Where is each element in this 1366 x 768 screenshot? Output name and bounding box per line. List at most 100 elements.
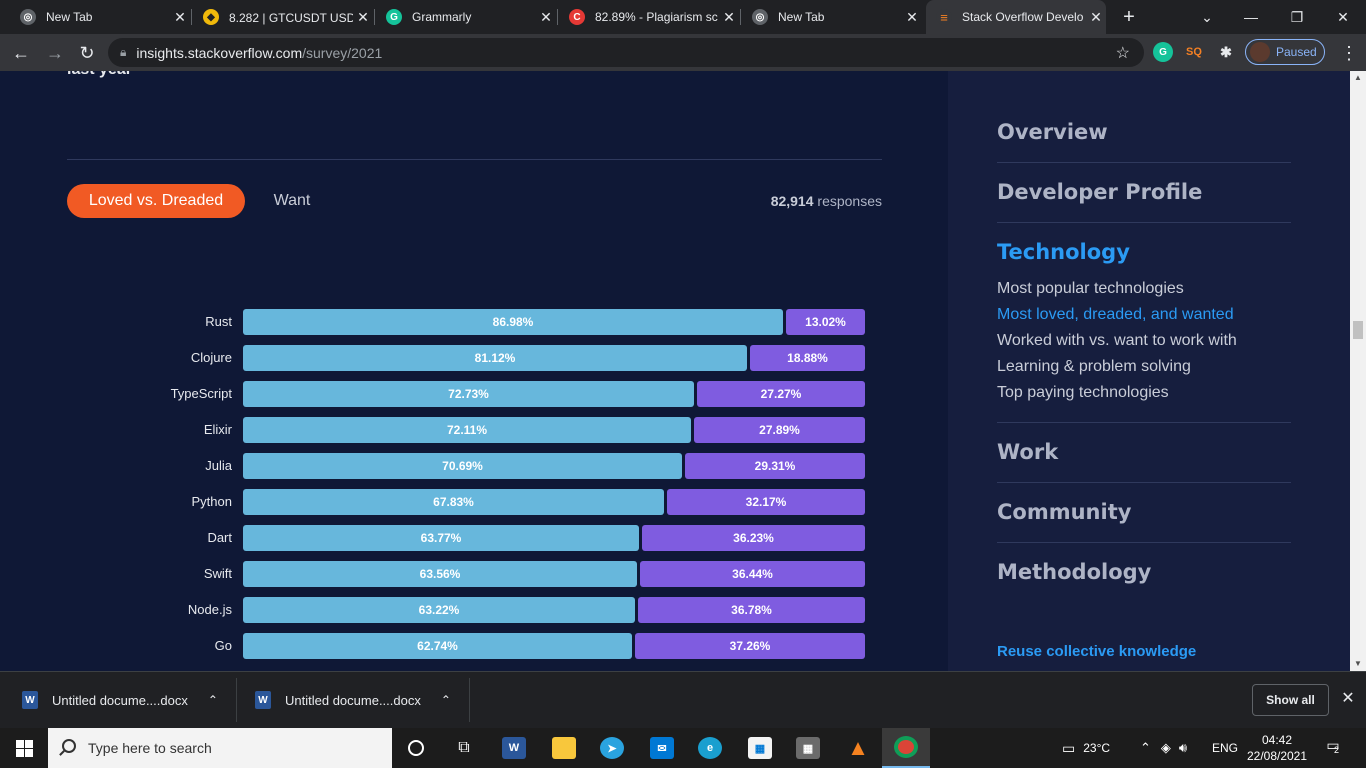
chevron-up-icon[interactable]: ⌃ (207, 693, 218, 707)
forward-arrow-icon[interactable]: → (46, 42, 64, 63)
file-explorer-icon[interactable] (540, 728, 588, 768)
close-icon[interactable]: ✕ (540, 8, 552, 25)
nav-methodology[interactable]: Methodology (997, 560, 1152, 584)
nav-technology[interactable]: Technology (997, 240, 1130, 264)
notification-icon[interactable]: ▭ 2 (1326, 737, 1340, 755)
tab-want[interactable]: Want (273, 192, 311, 209)
chart-bar-loved[interactable]: 62.74% (243, 633, 632, 659)
maximize-button[interactable]: ❐ (1290, 8, 1304, 25)
binance-icon: ◆ (203, 9, 219, 25)
nav-community[interactable]: Community (997, 500, 1132, 524)
chart-bar-dreaded[interactable]: 27.89% (694, 417, 865, 443)
close-icon[interactable]: ✕ (1090, 8, 1102, 25)
browser-tab-active[interactable]: ≡ Stack Overflow Develo ✕ (926, 0, 1106, 34)
chrome-app-icon[interactable] (882, 728, 930, 768)
nav-sub-learning[interactable]: Learning & problem solving (997, 358, 1191, 375)
chart-bar-loved[interactable]: 70.69% (243, 453, 682, 479)
cutoff-text: last year (67, 71, 132, 79)
scroll-up-icon[interactable]: ▲ (1354, 73, 1362, 82)
edge-icon[interactable]: e (686, 728, 734, 768)
download-item[interactable]: W Untitled docume....docx ⌃ (255, 672, 451, 728)
chart-bar-dreaded[interactable]: 27.27% (697, 381, 865, 407)
nav-work[interactable]: Work (997, 440, 1059, 464)
tab-loved-vs-dreaded[interactable]: Loved vs. Dreaded (67, 184, 245, 218)
taskbar-clock[interactable]: 04:42 22/08/2021 (1240, 732, 1314, 764)
chart-bar-dreaded[interactable]: 36.23% (642, 525, 865, 551)
profile-button[interactable]: Paused (1245, 39, 1325, 65)
chart-bar-dreaded[interactable]: 32.17% (667, 489, 865, 515)
dropbox-icon[interactable]: ◈ (1160, 740, 1171, 755)
browser-tab[interactable]: G Grammarly ✕ (376, 0, 556, 34)
volume-icon[interactable]: 🔊︎ (1178, 740, 1188, 755)
task-view-icon[interactable]: ⧉ (458, 739, 470, 756)
chevron-up-icon[interactable]: ⌃ (1140, 740, 1151, 755)
close-icon[interactable]: ✕ (357, 8, 369, 25)
start-button[interactable] (0, 728, 48, 768)
reload-icon[interactable]: ↻ (79, 42, 95, 63)
nav-sub-top-paying[interactable]: Top paying technologies (997, 384, 1169, 401)
minimize-button[interactable]: — (1244, 9, 1258, 25)
window-close-button[interactable]: ✕ (1337, 8, 1349, 25)
nav-sub-most-loved[interactable]: Most loved, dreaded, and wanted (997, 306, 1234, 323)
chart-bar-loved[interactable]: 86.98% (243, 309, 783, 335)
nav-sub-worked-with[interactable]: Worked with vs. want to work with (997, 332, 1237, 349)
browser-tab[interactable]: ◎ New Tab ✕ (742, 0, 922, 34)
vlc-icon[interactable]: ▲ (847, 735, 869, 760)
extensions-puzzle-icon[interactable]: ✱ (1220, 43, 1232, 60)
nav-developer-profile[interactable]: Developer Profile (997, 180, 1203, 204)
nav-sub-most-popular[interactable]: Most popular technologies (997, 280, 1184, 297)
scroll-down-icon[interactable]: ▼ (1354, 659, 1362, 668)
weather-widget[interactable]: ▭ 23°C (1062, 728, 1110, 768)
responses-number: 82,914 (770, 193, 814, 209)
grammarly-extension-icon[interactable]: G (1153, 42, 1173, 62)
back-arrow-icon[interactable]: ← (12, 42, 30, 63)
word-app-icon[interactable]: W (490, 728, 538, 768)
close-icon[interactable]: ✕ (1341, 690, 1355, 707)
reuse-knowledge-link[interactable]: Reuse collective knowledge (997, 643, 1197, 660)
chevron-up-icon[interactable]: ⌃ (440, 693, 451, 707)
download-filename: Untitled docume....docx (285, 692, 421, 708)
close-icon[interactable]: ✕ (174, 8, 186, 25)
chart-bar-dreaded[interactable]: 37.26% (635, 633, 865, 659)
address-bar[interactable]: 🔒︎ insights.stackoverflow.com /survey/20… (108, 38, 1144, 67)
chart-bar-loved[interactable]: 81.12% (243, 345, 747, 371)
url-host: insights.stackoverflow.com (136, 44, 303, 61)
survey-main: last year Loved vs. Dreaded Want 82,914 … (0, 71, 948, 671)
browser-tab[interactable]: ◆ 8.282 | GTCUSDT USDⓂ ✕ (193, 0, 373, 34)
chart-bar-dreaded[interactable]: 18.88% (750, 345, 865, 371)
menu-kebab-icon[interactable]: ⋮ (1340, 42, 1358, 63)
chart-bar-loved[interactable]: 63.56% (243, 561, 637, 587)
chart-bar-dreaded[interactable]: 13.02% (786, 309, 865, 335)
chart-bar-dreaded[interactable]: 29.31% (685, 453, 865, 479)
chart-bar-loved[interactable]: 63.22% (243, 597, 635, 623)
browser-tab[interactable]: C 82.89% - Plagiarism sc ✕ (559, 0, 739, 34)
telegram-icon[interactable]: ➤ (588, 728, 636, 768)
close-icon[interactable]: ✕ (906, 8, 918, 25)
nav-overview[interactable]: Overview (997, 120, 1108, 144)
browser-toolbar: ← → ↻ 🔒︎ insights.stackoverflow.com /sur… (0, 34, 1366, 71)
bookmark-star-icon[interactable]: ☆ (1115, 44, 1130, 62)
cortana-icon[interactable] (392, 728, 440, 768)
mail-icon[interactable]: ✉ (638, 728, 686, 768)
chart-bar-dreaded[interactable]: 36.78% (638, 597, 865, 623)
browser-tab[interactable]: ◎ New Tab ✕ (10, 0, 190, 34)
seoquake-extension-icon[interactable]: SQ (1186, 46, 1202, 58)
show-all-button[interactable]: Show all (1252, 684, 1329, 716)
chart-bar-dreaded[interactable]: 36.44% (640, 561, 865, 587)
close-icon[interactable]: ✕ (723, 8, 735, 25)
download-item[interactable]: W Untitled docume....docx ⌃ (22, 672, 218, 728)
chart-bar-loved[interactable]: 63.77% (243, 525, 639, 551)
new-tab-button[interactable]: + (1123, 5, 1135, 28)
store-icon[interactable]: ▦ (736, 728, 784, 768)
chart-bar-loved[interactable]: 67.83% (243, 489, 664, 515)
chart-bar-loved[interactable]: 72.73% (243, 381, 694, 407)
tab-search-icon[interactable]: ⌄ (1201, 8, 1213, 25)
scrollbar-thumb[interactable] (1353, 321, 1363, 339)
tray-icons[interactable]: ⌃ ◈ 🔊︎ (1140, 728, 1195, 768)
language-indicator[interactable]: ENG (1212, 741, 1239, 755)
calculator-icon[interactable]: ▦ (784, 728, 832, 768)
page-scrollbar[interactable]: ▲ ▼ (1350, 71, 1366, 671)
taskbar-search-input[interactable]: Type here to search (48, 728, 392, 768)
grammarly-icon: G (386, 9, 402, 25)
chart-bar-loved[interactable]: 72.11% (243, 417, 691, 443)
